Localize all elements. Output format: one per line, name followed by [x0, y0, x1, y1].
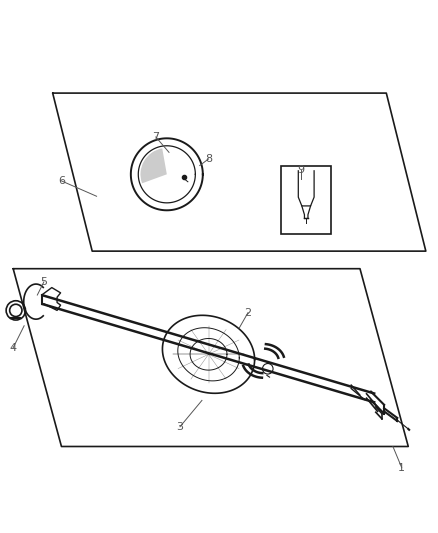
- Text: 5: 5: [40, 277, 47, 287]
- Text: 1: 1: [397, 463, 404, 473]
- Text: 7: 7: [152, 132, 159, 142]
- Text: 3: 3: [176, 422, 183, 432]
- Text: 4: 4: [10, 343, 17, 353]
- Text: 8: 8: [205, 154, 212, 164]
- Text: 6: 6: [58, 176, 65, 186]
- Text: 9: 9: [297, 165, 304, 175]
- Text: 2: 2: [244, 308, 251, 318]
- Wedge shape: [140, 148, 166, 183]
- Bar: [280, 166, 331, 233]
